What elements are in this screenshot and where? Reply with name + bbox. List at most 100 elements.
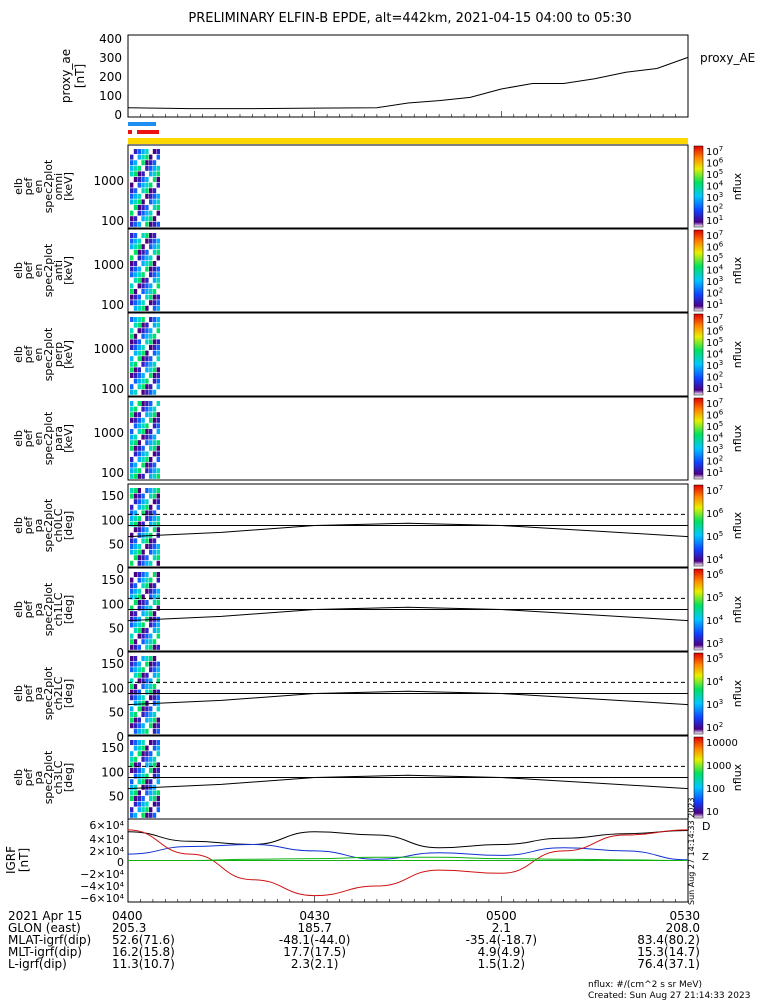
flux-cell — [141, 728, 145, 734]
flux-cell — [141, 723, 145, 729]
flux-cell — [133, 639, 138, 645]
flux-cell — [137, 328, 141, 334]
flux-cell — [149, 583, 153, 589]
flux-cell — [130, 289, 134, 294]
flux-cell — [152, 468, 157, 474]
flux-cell — [141, 283, 145, 289]
ylabel-line: [keV] — [62, 424, 75, 453]
flux-cell — [152, 233, 157, 238]
flux-cell — [141, 628, 145, 633]
flux-cell — [145, 149, 149, 154]
flux-cell — [145, 510, 149, 516]
flux-cell — [130, 493, 134, 499]
flux-cell — [133, 468, 138, 474]
ylabel-line: spec2plot — [42, 582, 55, 636]
flux-cell — [145, 605, 149, 611]
flux-cell — [149, 639, 153, 645]
flux-cell — [130, 233, 134, 238]
colorbar-tick: 100 — [706, 784, 725, 795]
flux-cell — [152, 193, 157, 199]
flux-cell — [130, 429, 134, 434]
flux-cell — [149, 768, 153, 773]
flux-cell — [149, 684, 153, 689]
flux-cell — [149, 339, 153, 345]
flux-cell — [145, 333, 149, 339]
flux-cell — [152, 333, 157, 339]
flux-cell — [137, 171, 141, 177]
flux-cell — [137, 149, 141, 154]
flux-cell — [130, 544, 134, 549]
flux-cell — [156, 255, 160, 261]
flux-cell — [130, 784, 134, 790]
panel-frame — [127, 228, 689, 313]
flux-cell — [145, 504, 149, 510]
ylabel-line: ch2LC — [52, 676, 65, 710]
flux-cell — [133, 745, 138, 751]
igrf-ylabel-2: [nT] — [17, 848, 31, 872]
flux-cell — [149, 577, 153, 583]
flux-cell — [137, 521, 141, 527]
flux-cell — [149, 493, 153, 499]
flux-cell — [156, 790, 160, 796]
flux-cell — [145, 193, 149, 199]
flux-cell — [141, 434, 145, 440]
flux-cell — [133, 289, 138, 294]
flux-cell — [152, 516, 157, 521]
flux-cell — [141, 538, 145, 544]
flux-cell — [137, 272, 141, 278]
flux-cell — [145, 790, 149, 796]
flux-cell — [141, 423, 145, 429]
flux-cell — [141, 249, 145, 255]
flux-cell — [152, 367, 157, 373]
flux-cell — [130, 684, 134, 689]
panel-frame — [127, 312, 689, 397]
flux-cell — [133, 493, 138, 499]
flux-cell — [141, 611, 145, 617]
flux-cell — [149, 300, 153, 306]
flux-cell — [137, 728, 141, 734]
flux-cell — [137, 205, 141, 210]
flux-cell — [156, 300, 160, 306]
science-zone-bars — [128, 122, 688, 144]
flux-cell — [145, 499, 149, 505]
flux-cell — [145, 255, 149, 261]
flux-cell — [130, 272, 134, 278]
flux-cell — [133, 812, 138, 818]
ylabel-line: spec2plot — [42, 666, 55, 720]
spec-panel-anti: 1000100elbpefenspec2plotanti[keV]1071061… — [12, 228, 744, 313]
flux-cell — [149, 790, 153, 796]
flux-cell — [137, 577, 141, 583]
flux-cell — [156, 807, 160, 813]
footer-value: 52.6(71.6) — [112, 933, 175, 947]
flux-cell — [141, 255, 145, 261]
flux-cell — [137, 723, 141, 729]
flux-cell — [156, 549, 160, 555]
flux-cell — [133, 361, 138, 367]
flux-cell — [152, 745, 157, 751]
flux-cell — [149, 633, 153, 639]
flux-cell — [133, 656, 138, 661]
flux-cell — [130, 807, 134, 813]
igrf-ytick: −4×10⁴ — [80, 880, 124, 893]
flux-cell — [145, 154, 149, 160]
flux-cell — [145, 177, 149, 182]
colorbar — [693, 652, 704, 735]
flux-cell — [152, 317, 157, 322]
ylabel-line: [deg] — [62, 511, 75, 540]
flux-cell — [156, 440, 160, 446]
flux-cell — [137, 468, 141, 474]
flux-cell — [156, 317, 160, 322]
flux-cell — [145, 182, 149, 188]
ylabel-line: pa — [32, 603, 45, 617]
flux-cell — [156, 272, 160, 278]
flux-cell — [156, 667, 160, 673]
flux-cell — [141, 773, 145, 779]
flux-cell — [130, 796, 134, 801]
flux-cell — [156, 384, 160, 390]
flux-cell — [130, 165, 134, 171]
flux-cell — [152, 801, 157, 807]
flux-cell — [130, 762, 134, 768]
flux-cell — [137, 294, 141, 300]
